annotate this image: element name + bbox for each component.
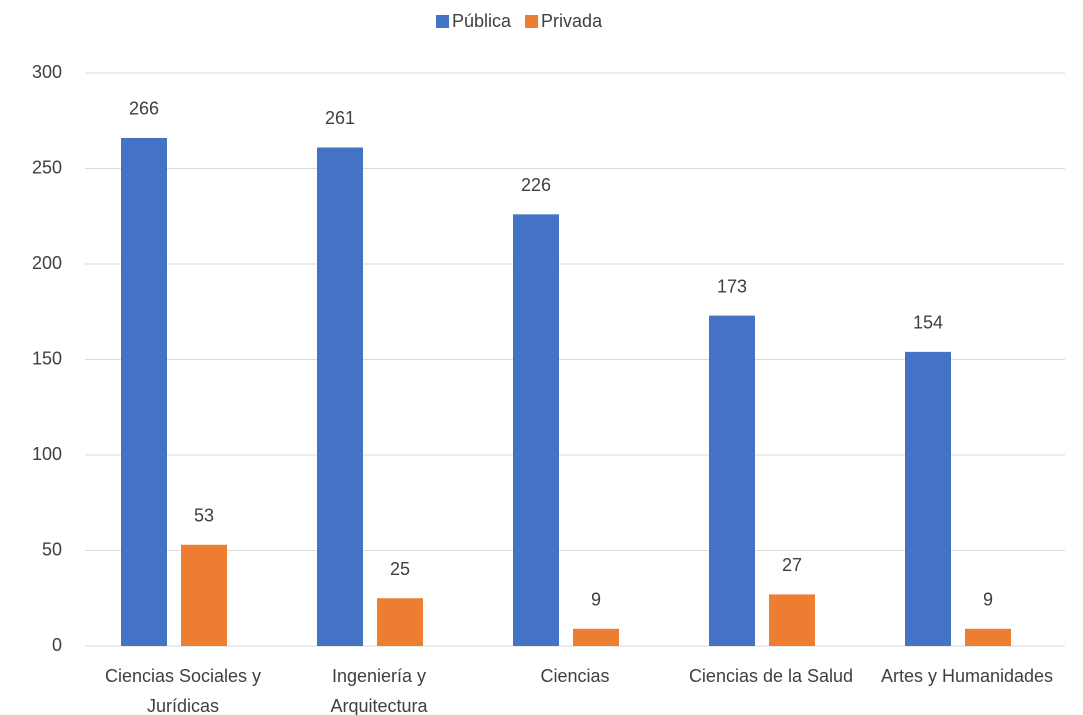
y-tick-label: 300: [32, 62, 62, 82]
bar: [769, 594, 815, 646]
y-tick-label: 50: [42, 539, 62, 559]
legend-swatch: [436, 15, 449, 28]
bar: [377, 598, 423, 646]
bar: [121, 137, 167, 646]
data-label: 266: [129, 99, 159, 119]
x-tick-label: Ingeniería y Arquitectura: [330, 666, 428, 715]
legend-label: Pública: [452, 11, 512, 31]
bar: [905, 351, 951, 646]
bar: [709, 315, 755, 646]
legend-label: Privada: [541, 11, 603, 31]
data-label: 9: [983, 590, 993, 610]
data-label: 27: [782, 555, 802, 575]
y-tick-label: 200: [32, 253, 62, 273]
data-label: 154: [913, 313, 943, 333]
bar: [965, 628, 1011, 646]
bar: [181, 544, 227, 646]
bar: [513, 214, 559, 646]
legend-swatch: [525, 15, 539, 28]
data-label: 261: [325, 108, 355, 128]
y-tick-label: 0: [52, 635, 62, 655]
data-label: 9: [591, 590, 601, 610]
y-tick-label: 150: [32, 348, 62, 368]
bar: [317, 147, 363, 647]
x-tick-label: Ciencias: [540, 666, 610, 686]
x-tick-label: Artes y Humanidades: [880, 666, 1054, 686]
y-tick-label: 100: [32, 444, 62, 464]
x-tick-label: Ciencias Sociales y Jurídicas: [104, 666, 262, 715]
data-label: 173: [717, 276, 747, 296]
data-label: 226: [521, 175, 551, 195]
data-label: 53: [194, 506, 214, 526]
y-tick-label: 250: [32, 157, 62, 177]
data-label: 25: [390, 559, 410, 579]
x-tick-label: Ciencias de la Salud: [688, 666, 854, 686]
bar: [573, 628, 619, 646]
